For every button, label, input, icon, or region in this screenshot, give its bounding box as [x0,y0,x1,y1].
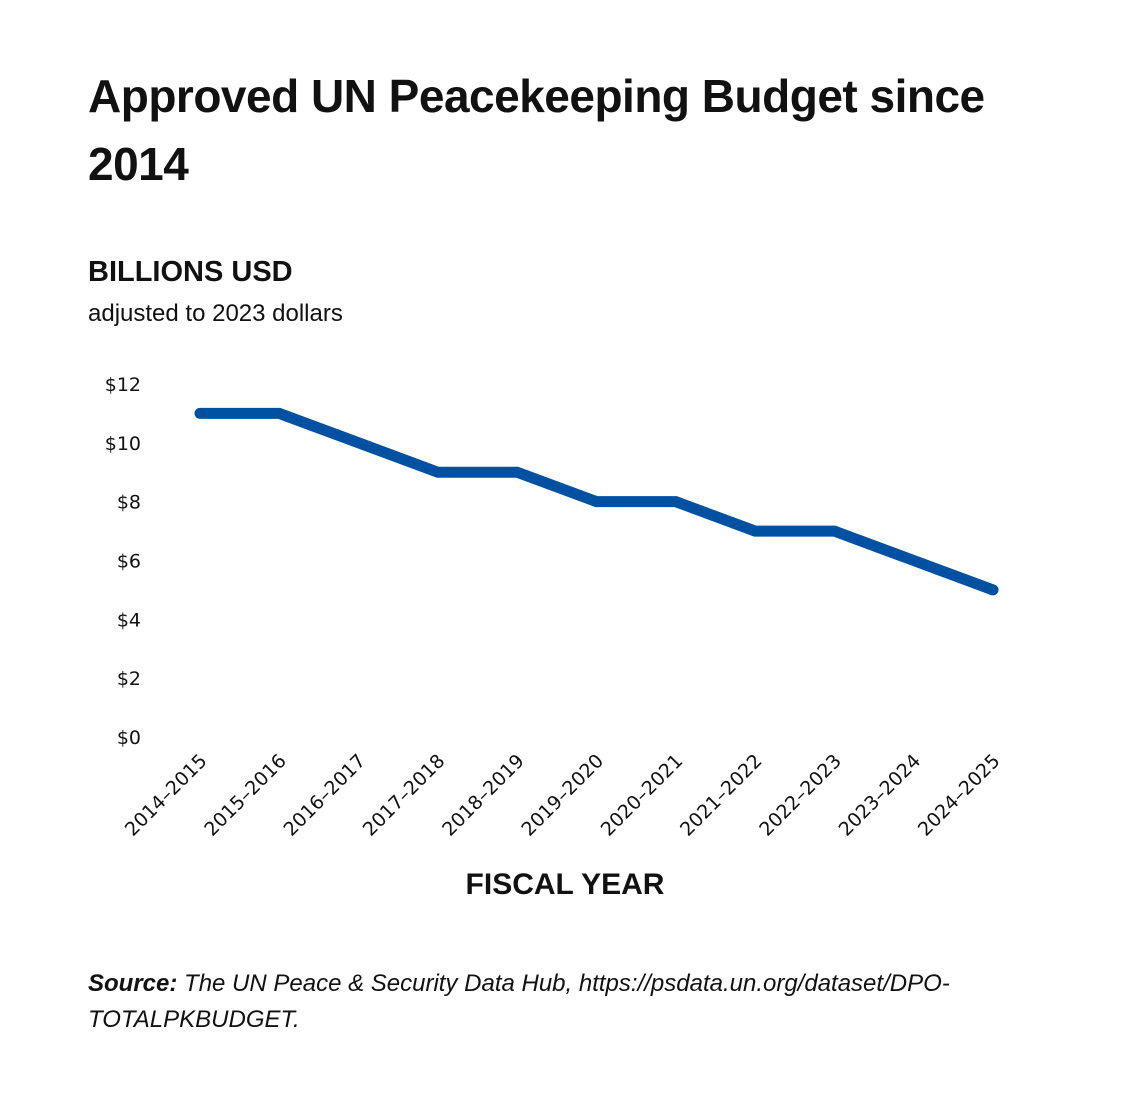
x-axis-title: FISCAL YEAR [465,868,665,901]
y-axis-subtitle: adjusted to 2023 dollars [88,300,343,327]
x-tick-label: 2016–2017 [279,750,370,841]
y-tick-label: $10 [105,433,141,455]
y-axis-title: BILLIONS USD [88,256,293,288]
series-group [194,407,999,596]
x-axis-ticks: 2014–20152015–20162016–20172017–20182018… [121,750,1005,841]
x-tick-label: 2015–2016 [200,750,291,841]
x-tick-label: 2020–2021 [597,750,688,841]
y-tick-label: $4 [117,609,141,631]
y-axis-ticks: $0 $2 $4 $6 $8 $10 $12 [105,374,141,749]
y-tick-label: $8 [117,492,141,514]
source-label: Source: [88,970,178,997]
x-tick-label: 2023–2024 [835,750,926,841]
y-tick-label: $12 [105,374,141,396]
y-tick-label: $0 [117,727,141,749]
source-note: Source: The UN Peace & Security Data Hub… [88,966,1048,1038]
x-tick-label: 2019–2020 [517,750,608,841]
line-chart: $0 $2 $4 $6 $8 $10 $12 2014–20152015–20162016–… [105,374,1005,841]
y-tick-label: $2 [117,668,141,690]
x-tick-label: 2018–2019 [438,750,529,841]
chart-title: Approved UN Peacekeeping Budget since 20… [88,70,985,190]
y-tick-label: $6 [117,551,141,573]
x-tick-label: 2014–2015 [121,750,212,841]
x-tick-label: 2017–2018 [359,750,450,841]
x-tick-label: 2021–2022 [676,750,767,841]
x-tick-label: 2024–2025 [914,750,1005,841]
source-text: The UN Peace & Security Data Hub, https:… [88,970,950,1033]
x-tick-label: 2022–2023 [755,750,846,841]
